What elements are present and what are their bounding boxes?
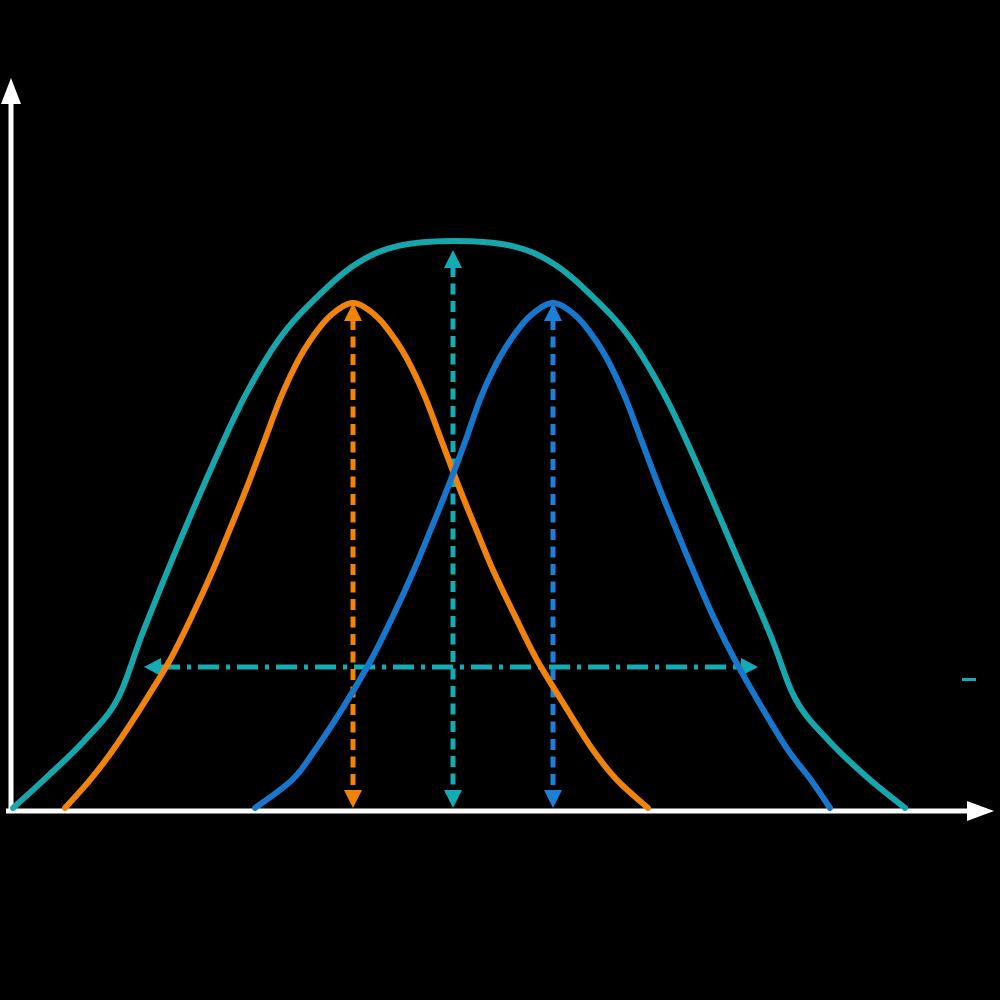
right-bell-curve: [252, 300, 833, 811]
right-peak-arrow-top-arrowhead-icon: [544, 303, 562, 321]
left-peak-arrow-bottom-arrowhead-icon: [344, 790, 362, 808]
axes-group: [1, 78, 994, 821]
left-peak-arrow-top-arrowhead-icon: [344, 303, 362, 321]
width-arrow-left-arrowhead-icon: [144, 658, 161, 676]
x-axis-arrowhead-icon: [967, 801, 994, 821]
center-peak-arrow-bottom-arrowhead-icon: [444, 790, 462, 808]
annotation-arrows-group: [144, 250, 758, 808]
distribution-curves-group: [10, 238, 908, 811]
y-axis-arrowhead-icon: [1, 78, 21, 104]
center-peak-arrow-top-arrowhead-icon: [444, 250, 462, 268]
extra-marks-group: [962, 678, 976, 681]
width-arrow-right-arrowhead-icon: [741, 658, 758, 676]
right-peak-arrow-bottom-arrowhead-icon: [544, 790, 562, 808]
combined-curve: [10, 238, 908, 811]
stray-dash: [962, 678, 976, 681]
left-bell-curve: [62, 300, 651, 811]
